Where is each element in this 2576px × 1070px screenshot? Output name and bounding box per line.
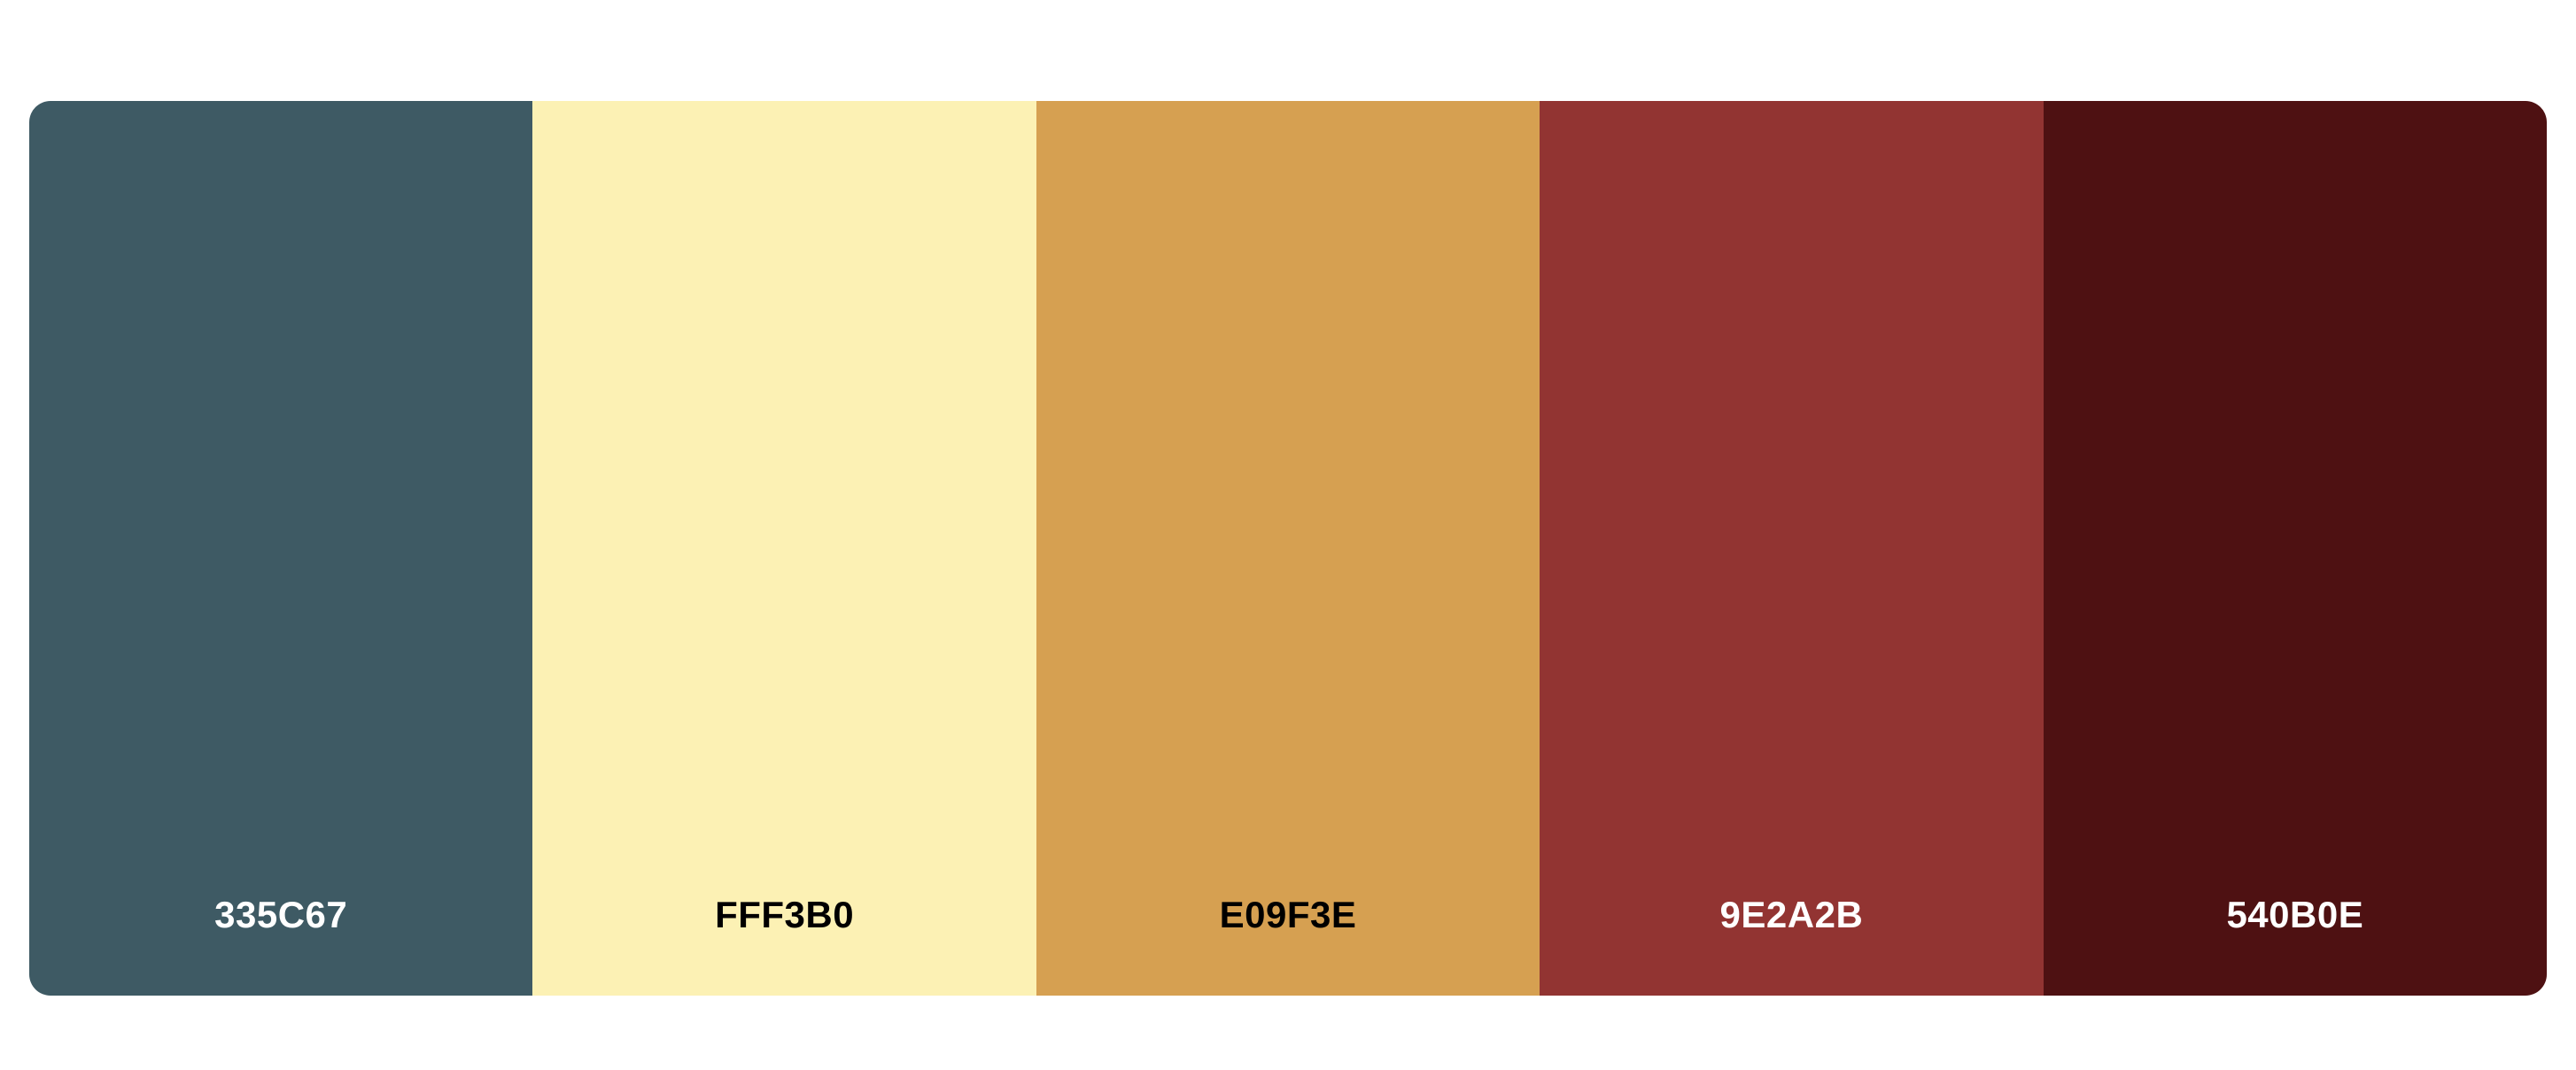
color-swatch-1[interactable]: 335C67 <box>29 101 533 996</box>
color-palette: 335C67 FFF3B0 E09F3E 9E2A2B 540B0E <box>29 101 2547 996</box>
color-hex-label: 335C67 <box>214 894 348 935</box>
color-swatch-2[interactable]: FFF3B0 <box>532 101 1036 996</box>
color-hex-label: 540B0E <box>2226 894 2364 935</box>
color-swatch-3[interactable]: E09F3E <box>1036 101 1540 996</box>
color-swatch-5[interactable]: 540B0E <box>2043 101 2547 996</box>
color-swatch-4[interactable]: 9E2A2B <box>1540 101 2044 996</box>
color-hex-label: 9E2A2B <box>1719 894 1864 935</box>
color-hex-label: E09F3E <box>1219 894 1357 935</box>
color-hex-label: FFF3B0 <box>715 894 855 935</box>
